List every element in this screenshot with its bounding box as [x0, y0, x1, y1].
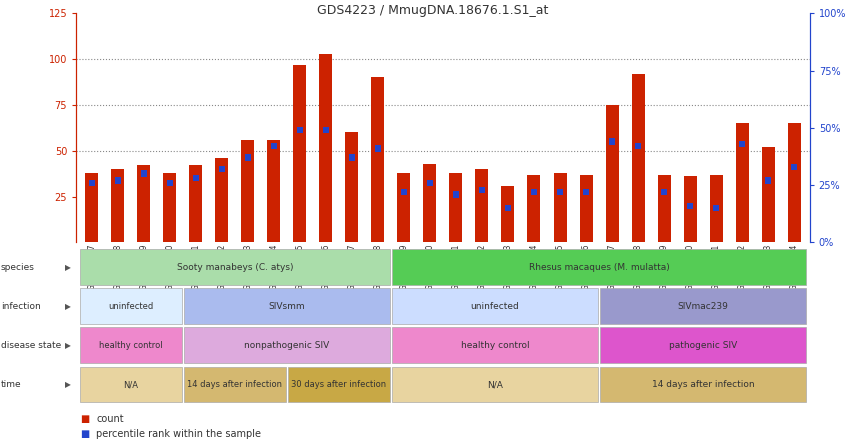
Text: ▶: ▶ [65, 263, 71, 272]
Bar [372, 77, 385, 242]
Bar [735, 123, 748, 242]
Bar [740, 141, 745, 147]
Bar [609, 139, 615, 145]
Text: healthy control: healthy control [99, 341, 163, 350]
Text: ▶: ▶ [65, 302, 71, 311]
Bar [557, 189, 563, 195]
Bar [531, 189, 537, 195]
Text: SIVsmm: SIVsmm [268, 302, 305, 311]
Bar [501, 186, 514, 242]
Bar [346, 132, 359, 242]
Bar [687, 202, 693, 209]
Text: N/A: N/A [487, 380, 503, 389]
Bar [245, 155, 251, 161]
Bar [320, 54, 333, 242]
Text: healthy control: healthy control [461, 341, 529, 350]
Bar [423, 163, 436, 242]
Text: ■: ■ [81, 414, 90, 424]
Bar [579, 174, 592, 242]
Bar [449, 173, 462, 242]
Bar [86, 173, 99, 242]
Text: nonpathogenic SIV: nonpathogenic SIV [244, 341, 330, 350]
Text: species: species [1, 263, 35, 272]
Bar [89, 180, 94, 186]
Bar [349, 155, 355, 161]
Text: Sooty manabeys (C. atys): Sooty manabeys (C. atys) [177, 263, 293, 272]
Text: percentile rank within the sample: percentile rank within the sample [96, 429, 262, 439]
Text: 14 days after infection: 14 days after infection [187, 380, 282, 389]
Bar [761, 147, 774, 242]
Text: time: time [1, 380, 22, 389]
Text: 30 days after infection: 30 days after infection [291, 380, 386, 389]
Bar [297, 127, 303, 133]
Bar [635, 143, 641, 150]
Bar [683, 176, 696, 242]
Bar [475, 169, 488, 242]
Text: infection: infection [1, 302, 41, 311]
Bar [766, 177, 771, 184]
Bar [271, 143, 277, 150]
Bar [657, 174, 670, 242]
Text: uninfected: uninfected [470, 302, 520, 311]
Bar [631, 74, 644, 242]
Bar [505, 205, 511, 211]
Text: 14 days after infection: 14 days after infection [652, 380, 754, 389]
Bar [583, 189, 589, 195]
Text: pathogenic SIV: pathogenic SIV [669, 341, 737, 350]
Bar [216, 158, 229, 242]
Bar [115, 177, 120, 184]
Text: disease state: disease state [1, 341, 61, 350]
Bar [167, 180, 173, 186]
Text: Rhesus macaques (M. mulatta): Rhesus macaques (M. mulatta) [528, 263, 669, 272]
Bar [164, 173, 177, 242]
Bar [453, 191, 459, 198]
Bar [479, 186, 485, 193]
Text: ▶: ▶ [65, 341, 71, 350]
Bar [787, 123, 800, 242]
Bar [242, 140, 255, 242]
Bar [427, 180, 433, 186]
Bar [193, 175, 199, 182]
Text: ▶: ▶ [65, 380, 71, 389]
Bar [605, 105, 618, 242]
Bar [527, 174, 540, 242]
Bar [553, 173, 566, 242]
Text: uninfected: uninfected [108, 302, 153, 311]
Text: SIVmac239: SIVmac239 [677, 302, 728, 311]
Bar [141, 170, 146, 177]
Bar [138, 166, 151, 242]
Bar [397, 173, 410, 242]
Bar [268, 140, 281, 242]
Bar [323, 127, 329, 133]
Bar [219, 166, 225, 172]
Bar [375, 145, 381, 152]
Text: ■: ■ [81, 429, 90, 439]
Bar [713, 205, 719, 211]
Text: count: count [96, 414, 124, 424]
Bar [661, 189, 667, 195]
Text: GDS4223 / MmugDNA.18676.1.S1_at: GDS4223 / MmugDNA.18676.1.S1_at [317, 4, 549, 17]
Bar [709, 174, 722, 242]
Bar [190, 166, 203, 242]
Bar [401, 189, 407, 195]
Bar [792, 163, 797, 170]
Bar [112, 169, 125, 242]
Text: N/A: N/A [123, 380, 139, 389]
Bar [294, 65, 307, 242]
